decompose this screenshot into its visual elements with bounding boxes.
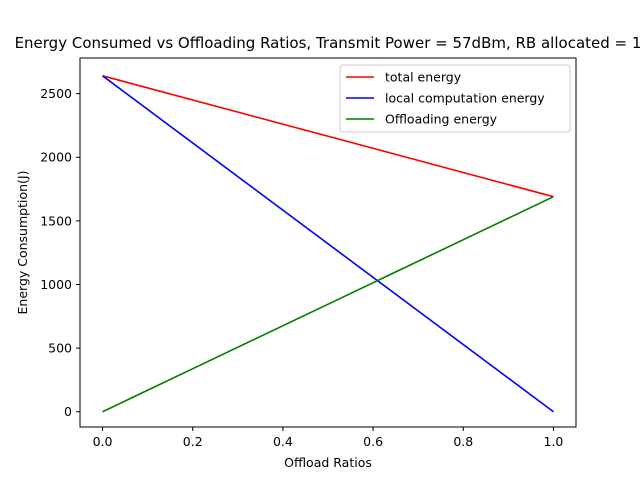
x-tick-label: 0.4 bbox=[273, 434, 293, 449]
x-tick-label: 0.0 bbox=[93, 434, 113, 449]
legend-label-3: Offloading energy bbox=[385, 112, 498, 127]
y-tick-label: 2500 bbox=[40, 86, 72, 101]
chart-title: Energy Consumed vs Offloading Ratios, Tr… bbox=[15, 34, 640, 52]
plot-lines bbox=[102, 75, 554, 413]
x-tick-label: 1.0 bbox=[544, 434, 564, 449]
y-tick-label: 1000 bbox=[40, 277, 72, 292]
legend-label-1: total energy bbox=[385, 70, 462, 85]
legend: total energy local computation energy Offl… bbox=[339, 64, 571, 133]
x-tick-label: 0.6 bbox=[363, 434, 383, 449]
x-axis: 0.0 0.2 0.4 0.6 0.8 1.0 bbox=[93, 427, 564, 449]
series-line-2 bbox=[102, 75, 554, 413]
x-tick-label: 0.8 bbox=[453, 434, 473, 449]
y-axis-label: Energy Consumption(J) bbox=[15, 171, 30, 315]
x-tick-label: 0.2 bbox=[183, 434, 203, 449]
legend-box bbox=[339, 64, 571, 133]
series-line-3 bbox=[102, 195, 554, 413]
series-line-1 bbox=[102, 75, 554, 198]
y-axis: 0 500 1000 1500 2000 2500 bbox=[40, 86, 80, 419]
y-tick-label: 500 bbox=[48, 341, 72, 356]
y-tick-label: 1500 bbox=[40, 213, 72, 228]
x-axis-label: Offload Ratios bbox=[284, 455, 372, 470]
legend-label-2: local computation energy bbox=[385, 91, 545, 106]
y-tick-label: 2000 bbox=[40, 150, 72, 165]
plot-frame bbox=[79, 57, 577, 428]
y-tick-label: 0 bbox=[64, 404, 72, 419]
